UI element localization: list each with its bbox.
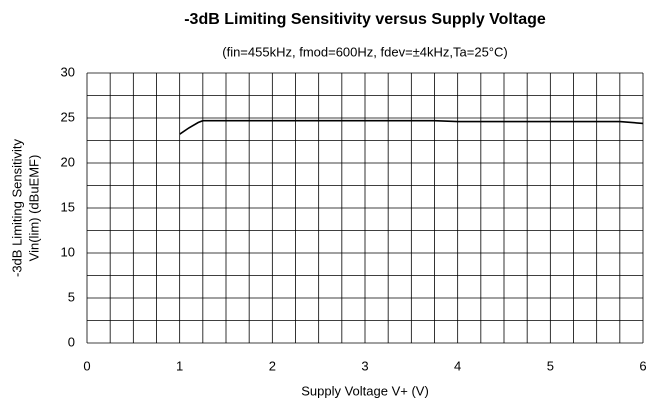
y-tick-label: 5 (68, 289, 75, 304)
x-tick-label: 5 (547, 358, 554, 373)
x-tick-label: 3 (361, 358, 368, 373)
y-tick-label: 30 (61, 64, 75, 79)
y-tick-label: 0 (68, 334, 75, 349)
y-tick-label: 25 (61, 109, 75, 124)
x-tick-label: 6 (639, 358, 646, 373)
y-axis-label: -3dB Limiting Sensitivity (9, 139, 24, 277)
x-tick-label: 1 (176, 358, 183, 373)
y-tick-label: 15 (61, 199, 75, 214)
x-axis-label: Supply Voltage V+ (V) (301, 383, 429, 398)
chart-subtitle: (fin=455kHz, fmod=600Hz, fdev=±4kHz,Ta=2… (222, 44, 507, 59)
y-tick-label: 10 (61, 244, 75, 259)
x-tick-label: 2 (269, 358, 276, 373)
chart-title: -3dB Limiting Sensitivity versus Supply … (184, 11, 546, 28)
x-tick-label: 4 (454, 358, 461, 373)
y-tick-label: 20 (61, 154, 75, 169)
y-axis-label: Vin(lim) (dBuEMF) (26, 155, 41, 262)
x-tick-label: 0 (83, 358, 90, 373)
data-line (179, 119, 644, 135)
